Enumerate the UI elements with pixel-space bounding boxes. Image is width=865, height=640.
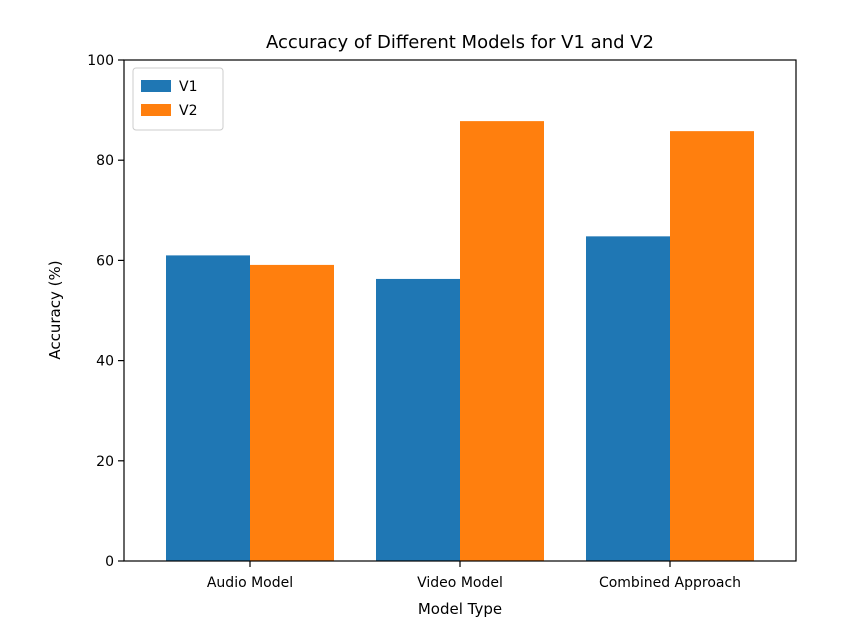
x-tick-label: Video Model <box>417 575 503 591</box>
legend-frame <box>132 67 224 131</box>
legend-label-v2: V2 <box>179 103 197 119</box>
x-tick-label: Combined Approach <box>599 575 741 591</box>
y-axis: 0 20 40 60 80 100 <box>87 53 124 570</box>
x-tick-label: Audio Model <box>207 575 293 591</box>
legend-label-v1: V1 <box>179 79 197 95</box>
y-tick-label: 100 <box>87 53 114 69</box>
bar-v2-audio-model <box>250 264 334 561</box>
bars-layer <box>166 121 754 562</box>
bar-v1-audio-model <box>166 255 250 561</box>
bar-v2-video-model <box>460 121 544 562</box>
y-tick-label: 60 <box>96 253 114 269</box>
chart-title: Accuracy of Different Models for V1 and … <box>266 32 654 53</box>
y-tick-label: 40 <box>96 354 114 370</box>
bar-v1-video-model <box>376 278 460 561</box>
legend-swatch-v1 <box>141 80 171 92</box>
x-axis-label: Model Type <box>418 600 502 618</box>
y-axis-label: Accuracy (%) <box>46 260 64 359</box>
bar-v2-combined-approach <box>670 131 754 561</box>
y-tick-label: 80 <box>96 153 114 169</box>
x-axis: Audio Model Video Model Combined Approach <box>207 561 741 591</box>
bar-v1-combined-approach <box>586 236 670 561</box>
legend-swatch-v2 <box>141 104 171 116</box>
y-tick-label: 0 <box>105 554 114 570</box>
legend: V1 V2 <box>132 67 224 131</box>
y-tick-label: 20 <box>96 454 114 470</box>
